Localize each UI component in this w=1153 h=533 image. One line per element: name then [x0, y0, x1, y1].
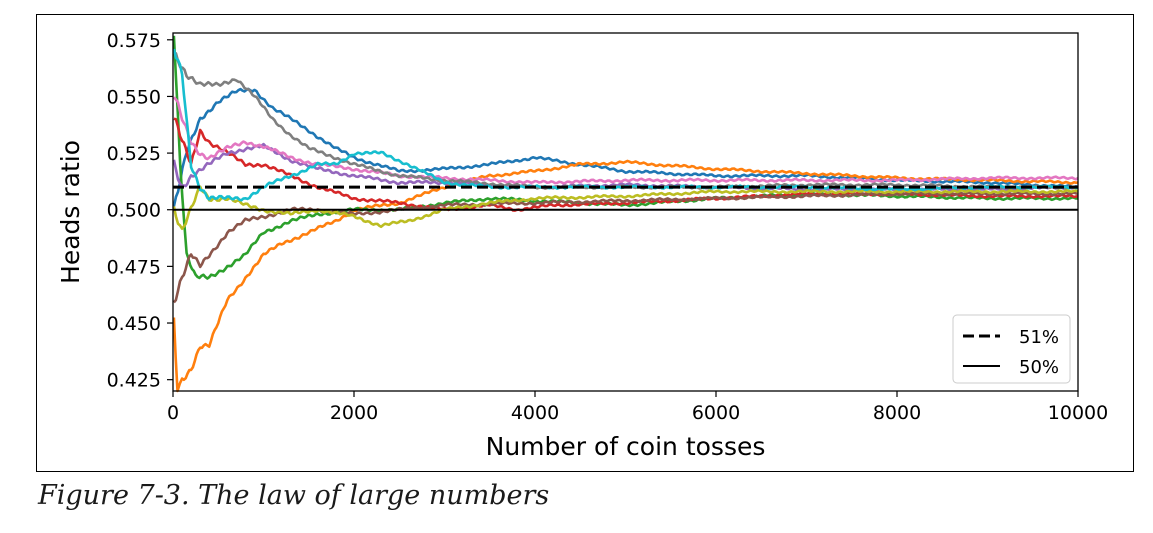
legend-label-50: 50%	[1019, 357, 1059, 378]
y-axis-ticks: 0.425 0.450 0.475 0.500 0.525 0.550 0.575	[107, 30, 173, 392]
series-line-3	[172, 35, 1079, 280]
x-tick-label: 8000	[873, 402, 921, 424]
y-tick-label: 0.550	[107, 86, 161, 108]
plot-area-border	[172, 32, 1079, 392]
series-layer	[172, 35, 1079, 393]
y-tick-label: 0.475	[107, 256, 161, 278]
y-tick-label: 0.525	[107, 143, 161, 165]
legend: 51% 50%	[952, 314, 1071, 384]
y-tick-label: 0.575	[107, 30, 161, 52]
y-tick-label: 0.425	[107, 370, 161, 392]
y-tick-label: 0.500	[107, 200, 161, 222]
series-line-7	[172, 96, 1079, 185]
x-tick-label: 4000	[511, 402, 559, 424]
chart: 0 2000 4000 6000 8000 10000 0.4250.4500.4750.…	[56, 30, 1108, 461]
x-tick-label: 2000	[330, 402, 378, 424]
x-tick-label: 0	[167, 402, 179, 424]
x-axis-ticks: 0 2000 4000 6000 8000 10000	[167, 391, 1108, 424]
legend-label-51: 51%	[1019, 327, 1059, 348]
x-tick-label: 6000	[692, 402, 740, 424]
x-axis-label: Number of coin tosses	[486, 432, 766, 461]
reference-lines	[173, 185, 1078, 211]
y-tick-label: 0.450	[107, 313, 161, 335]
series-line-1	[172, 87, 1079, 207]
series-line-9	[172, 185, 1079, 230]
x-tick-label: 10000	[1048, 402, 1108, 424]
y-axis-label: Heads ratio	[56, 140, 85, 284]
figure-caption: Figure 7-3. The law of large numbers	[38, 480, 550, 511]
